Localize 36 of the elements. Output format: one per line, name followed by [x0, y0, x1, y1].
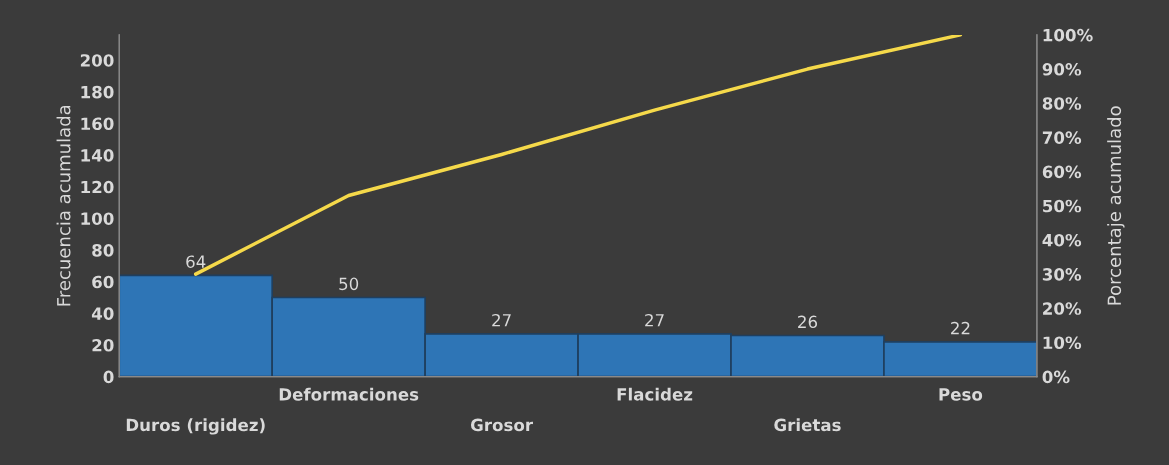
- data-label: 27: [645, 313, 664, 327]
- y-axis-title: Frecuencia acumulada: [56, 105, 71, 306]
- y-tick-label: 60: [92, 275, 114, 289]
- y2-tick-label: 0%: [1042, 370, 1070, 384]
- y-tick-label: 80: [92, 244, 114, 257]
- data-label: 27: [492, 313, 511, 327]
- data-label: 26: [798, 315, 818, 329]
- y2-tick-label: 60%: [1042, 165, 1082, 179]
- y-tick-label: 140: [81, 149, 114, 162]
- y-tick-label: 160: [81, 117, 114, 131]
- y-tick-label: 20: [92, 338, 114, 352]
- x-tick-label: Grietas: [774, 418, 841, 432]
- y2-tick-label: 10%: [1043, 336, 1082, 350]
- y2-tick-label: 40%: [1042, 233, 1082, 247]
- x-tick-label: Duros (rigidez): [126, 418, 265, 435]
- y-tick-label: 120: [81, 180, 114, 194]
- y2-tick-label: 100%: [1043, 28, 1093, 42]
- y-tick-label: 100: [81, 212, 114, 225]
- y2-tick-label: 20%: [1043, 302, 1082, 315]
- data-label: 22: [951, 321, 970, 335]
- x-tick-label: Grosor: [470, 418, 534, 432]
- y2-tick-label: 30%: [1042, 268, 1082, 281]
- y-tick-label: 40: [91, 307, 114, 320]
- y2-tick-label: 80%: [1042, 97, 1082, 110]
- y2-tick-label: 90%: [1042, 63, 1082, 76]
- x-tick-label: Peso: [939, 388, 983, 401]
- x-tick-label: Flacidez: [617, 387, 693, 401]
- y2-axis-title: Porcentaje acumulado: [1107, 106, 1125, 305]
- y-tick-label: 0: [103, 370, 114, 384]
- y-tick-label: 180: [81, 85, 114, 99]
- y2-tick-label: 50%: [1043, 199, 1082, 213]
- y-tick-label: 200: [80, 54, 114, 67]
- y2-tick-label: 70%: [1042, 131, 1082, 144]
- data-label: 64: [186, 255, 206, 268]
- data-label: 50: [339, 277, 359, 291]
- x-tick-label: Deformaciones: [279, 387, 419, 401]
